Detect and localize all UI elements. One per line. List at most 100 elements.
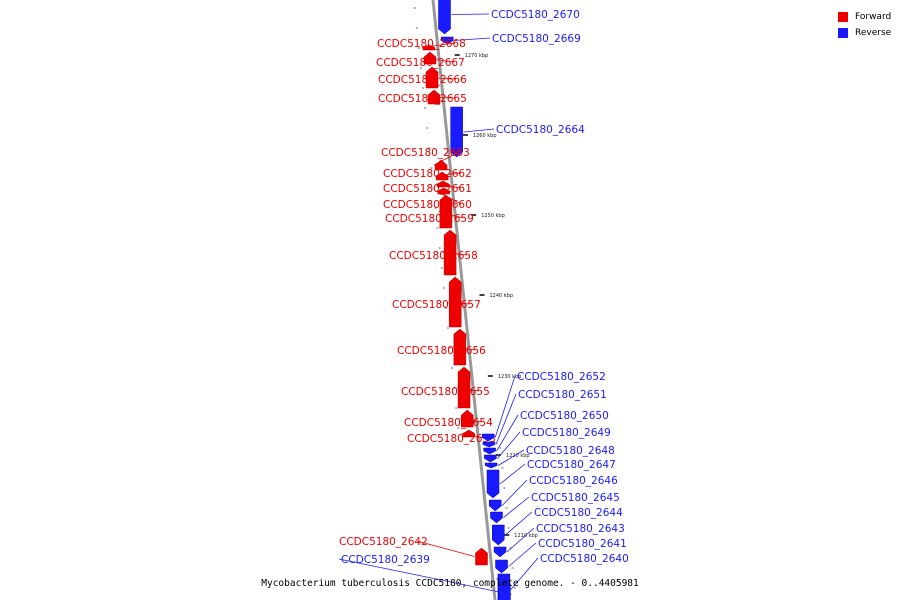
gene-label-CCDC5180_2659[interactable]: CCDC5180_2659 xyxy=(385,213,474,225)
tick-label: 1230 kbp xyxy=(498,374,522,380)
gene-label-CCDC5180_2661[interactable]: CCDC5180_2661 xyxy=(383,183,472,195)
gene-feature-CCDC5180_2662[interactable] xyxy=(435,171,449,181)
gene-label-CCDC5180_2668[interactable]: CCDC5180_2668 xyxy=(377,38,466,50)
gene-feature-CCDC5180_2656[interactable] xyxy=(453,328,467,366)
gene-label-CCDC5180_2662[interactable]: CCDC5180_2662 xyxy=(383,168,472,180)
gene-feature-CCDC5180_2658[interactable] xyxy=(443,229,457,276)
leader-line xyxy=(508,542,537,567)
gene-label-CCDC5180_2669[interactable]: CCDC5180_2669 xyxy=(492,33,581,45)
gene-label-CCDC5180_2654[interactable]: CCDC5180_2654 xyxy=(404,417,493,429)
legend-forward: Forward xyxy=(838,9,891,24)
gene-label-CCDC5180_2655[interactable]: CCDC5180_2655 xyxy=(401,386,490,398)
gene-label-CCDC5180_2643[interactable]: CCDC5180_2643 xyxy=(536,523,625,535)
tick-label: 1260 kbp xyxy=(473,133,497,139)
gene-label-CCDC5180_2639[interactable]: CCDC5180_2639 xyxy=(341,554,430,566)
gene-feature-CCDC5180_2669[interactable] xyxy=(440,36,454,45)
leader-line xyxy=(456,387,480,392)
leader-line xyxy=(424,77,457,80)
leader-line xyxy=(454,37,491,41)
legend: Forward Reverse xyxy=(838,9,891,41)
legend-forward-label: Forward xyxy=(855,11,892,22)
tick-label: 1250 kbp xyxy=(481,213,505,219)
gene-label-CCDC5180_2656[interactable]: CCDC5180_2656 xyxy=(397,345,486,357)
gene-feature-CCDC5180_2664[interactable] xyxy=(450,106,463,158)
leader-line xyxy=(505,511,533,536)
forward-swatch xyxy=(838,11,848,22)
leader-line xyxy=(451,13,490,15)
gene-label-CCDC5180_2665[interactable]: CCDC5180_2665 xyxy=(378,93,467,105)
gene-label-CCDC5180_2644[interactable]: CCDC5180_2644 xyxy=(534,507,623,519)
tick-label: 1270 kbp xyxy=(465,53,489,59)
leader-line xyxy=(435,183,462,189)
gene-label-CCDC5180_2646[interactable]: CCDC5180_2646 xyxy=(529,475,618,487)
gene-label-CCDC5180_2640[interactable]: CCDC5180_2640 xyxy=(540,553,629,565)
gene-label-CCDC5180_2670[interactable]: CCDC5180_2670 xyxy=(491,9,580,21)
gene-feature-CCDC5180_2642[interactable] xyxy=(475,547,488,566)
gene-feature-CCDC5180_2659[interactable] xyxy=(439,194,453,229)
gene-label-CCDC5180_2649[interactable]: CCDC5180_2649 xyxy=(522,427,611,439)
leader-line xyxy=(497,431,521,459)
gene-feature-CCDC5180_2645[interactable] xyxy=(490,511,503,524)
gene-feature-CCDC5180_2652[interactable] xyxy=(481,433,495,442)
gene-label-CCDC5180_2664[interactable]: CCDC5180_2664 xyxy=(496,124,585,136)
leader-line xyxy=(338,558,512,595)
leader-line xyxy=(435,172,462,177)
leader-line xyxy=(452,346,476,351)
gene-feature-CCDC5180_2649[interactable] xyxy=(484,454,497,463)
leader-line xyxy=(496,414,519,452)
gene-feature-CCDC5180_2670[interactable] xyxy=(438,0,451,35)
genome-caption: Mycobacterium tuberculosis CCDC5180, com… xyxy=(261,578,639,589)
gene-feature-CCDC5180_2646[interactable] xyxy=(488,499,502,512)
gene-feature-CCDC5180_2650[interactable] xyxy=(483,447,496,455)
gene-label-CCDC5180_2641[interactable]: CCDC5180_2641 xyxy=(538,538,627,550)
gene-feature-CCDC5180_2657[interactable] xyxy=(448,276,462,328)
leader-line xyxy=(463,128,495,133)
gene-feature-CCDC5180_2644[interactable] xyxy=(492,524,505,546)
gene-label-CCDC5180_2645[interactable]: CCDC5180_2645 xyxy=(531,492,620,504)
gene-label-CCDC5180_2657[interactable]: CCDC5180_2657 xyxy=(392,299,481,311)
gene-label-CCDC5180_2667[interactable]: CCDC5180_2667 xyxy=(376,57,465,69)
gene-label-CCDC5180_2647[interactable]: CCDC5180_2647 xyxy=(527,459,616,471)
tick-label: 1220 kbp xyxy=(506,453,530,459)
gene-feature-CCDC5180_2651[interactable] xyxy=(482,441,496,448)
tick-label: 1240 kbp xyxy=(489,293,513,299)
leader-line xyxy=(495,393,517,445)
reverse-swatch xyxy=(838,27,848,38)
leader-line xyxy=(433,151,460,166)
leader-line xyxy=(460,418,483,423)
leader-line xyxy=(416,540,475,557)
leader-line xyxy=(494,375,516,438)
gene-label-CCDC5180_2660[interactable]: CCDC5180_2660 xyxy=(383,199,472,211)
gene-feature-CCDC5180_2655[interactable] xyxy=(457,366,471,409)
leader-line xyxy=(421,42,456,48)
gene-label-CCDC5180_2651[interactable]: CCDC5180_2651 xyxy=(518,389,607,401)
gene-label-CCDC5180_2663[interactable]: CCDC5180_2663 xyxy=(381,147,470,159)
gene-feature-CCDC5180_2639[interactable] xyxy=(498,583,511,600)
gene-feature-CCDC5180_2643[interactable] xyxy=(493,546,507,558)
leader-line xyxy=(427,96,457,99)
leader-line xyxy=(422,57,455,63)
gene-feature-CCDC5180_2647[interactable] xyxy=(486,469,500,499)
genome-backbone xyxy=(431,0,497,600)
gene-label-CCDC5180_2642[interactable]: CCDC5180_2642 xyxy=(339,536,428,548)
leader-line xyxy=(461,433,486,439)
gene-label-CCDC5180_2658[interactable]: CCDC5180_2658 xyxy=(389,250,478,262)
leader-line xyxy=(499,463,526,485)
leader-line xyxy=(438,211,464,219)
legend-reverse: Reverse xyxy=(838,25,891,40)
leader-line xyxy=(443,252,468,256)
tick-label: 1210 kbp xyxy=(514,533,538,539)
gene-label-CCDC5180_2666[interactable]: CCDC5180_2666 xyxy=(378,74,467,86)
leader-line xyxy=(497,449,525,466)
leader-line xyxy=(506,527,535,553)
gene-feature-CCDC5180_2641[interactable] xyxy=(495,559,508,574)
gene-label-CCDC5180_2650[interactable]: CCDC5180_2650 xyxy=(520,410,609,422)
gene-label-CCDC5180_2648[interactable]: CCDC5180_2648 xyxy=(526,445,615,457)
gene-feature-CCDC5180_2654[interactable] xyxy=(460,409,474,428)
gene-label-CCDC5180_2652[interactable]: CCDC5180_2652 xyxy=(517,371,606,383)
leader-line xyxy=(501,479,528,506)
legend-reverse-label: Reverse xyxy=(855,27,892,38)
leader-line xyxy=(510,557,539,590)
gene-feature-CCDC5180_2648[interactable] xyxy=(484,462,498,469)
